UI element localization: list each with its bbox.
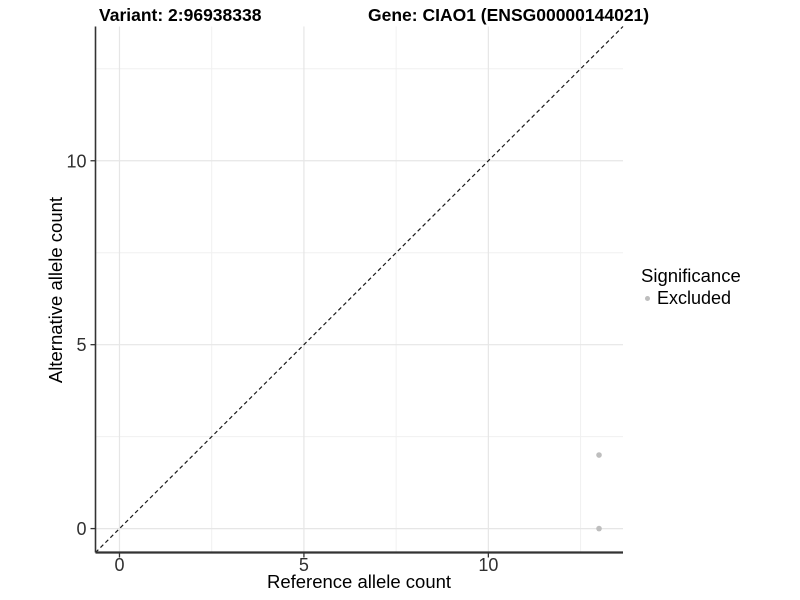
x-tick-label: 10 [478, 555, 498, 575]
legend-title: Significance [641, 265, 741, 286]
x-axis-title: Reference allele count [266, 571, 452, 592]
data-point [596, 452, 602, 458]
legend-item-label: Excluded [657, 288, 732, 308]
plot-title-variant: Variant: 2:96938338 [99, 5, 262, 25]
y-tick-label: 5 [76, 335, 86, 355]
x-tick-label: 5 [299, 555, 309, 575]
y-axis-title: Alternative allele count [45, 196, 66, 384]
data-point [596, 525, 602, 532]
legend-key [641, 292, 654, 305]
excluded-point-icon [644, 295, 651, 302]
x-tick-label: 0 [114, 555, 124, 575]
y-tick-label: 10 [66, 151, 86, 171]
plot-title-gene: Gene: CIAO1 (ENSG00000144021) [368, 5, 650, 25]
y-tick-label: 0 [76, 519, 86, 539]
legend-item-excluded: Excluded [641, 288, 741, 309]
identity-dashed-line [95, 26, 624, 553]
legend: Significance Excluded [641, 265, 741, 309]
